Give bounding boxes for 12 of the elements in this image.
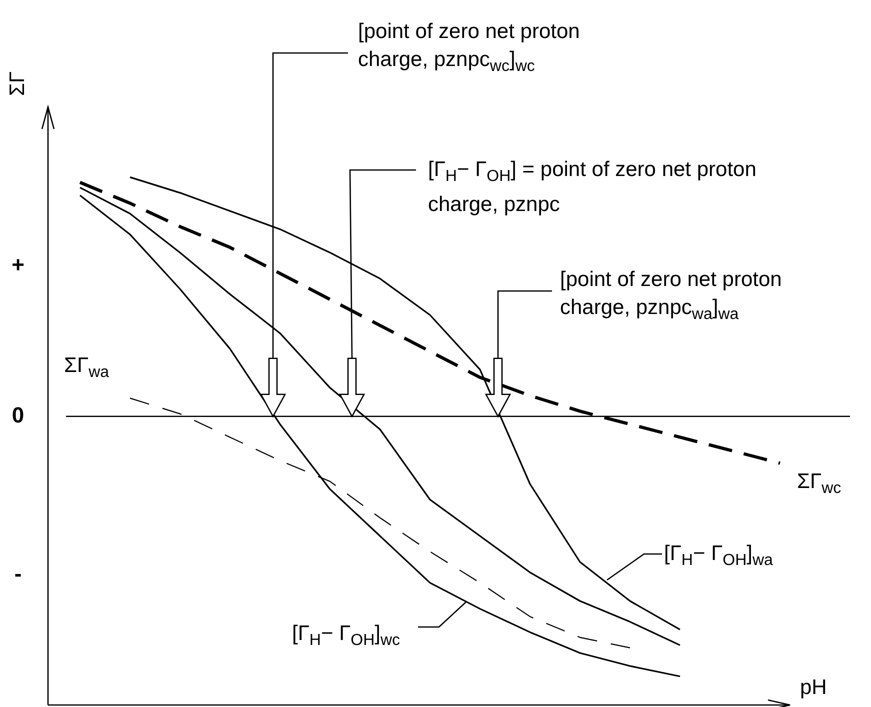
- legend-label: [Γ$_{H}$− Γ$_{OH}$]$_{wa}$: [664, 541, 773, 572]
- text: -: [13, 560, 23, 588]
- annotation: [Γ$_{H}$− Γ$_{OH}$] = point of zero net proton charge, pznpc: [428, 157, 758, 218]
- text: [point of zero net proton charge, pznpc$_{wc}$]$_{wc}$: [358, 19, 581, 78]
- annotation: [point of zero net proton charge, pznpc$_{wa}$]$_{wa}$: [560, 267, 783, 326]
- text: [Γ$_{H}$− Γ$_{OH}$]$_{wc}$: [292, 621, 400, 652]
- ref-line-label: 0: [12, 402, 24, 428]
- text: +: [10, 251, 26, 279]
- x-axis-title: pH: [800, 675, 827, 701]
- series-label: ΣΓ$_{wa}$: [64, 353, 110, 384]
- series-label: ΣΓ$_{wc}$: [797, 469, 842, 500]
- y-axis-title: ΣΓ: [5, 71, 30, 96]
